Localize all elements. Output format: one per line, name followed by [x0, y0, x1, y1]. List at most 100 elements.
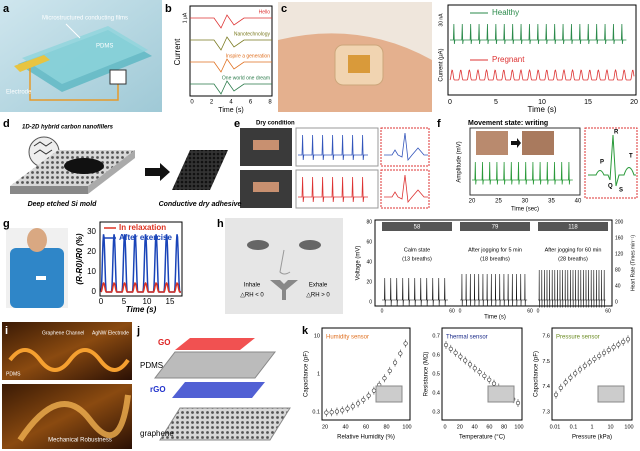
label: After jogging for 60 min	[545, 247, 602, 253]
pdms-layer	[153, 351, 277, 379]
label: GO	[158, 338, 170, 347]
graphene-layer	[159, 407, 291, 441]
trace	[298, 176, 368, 203]
point	[340, 408, 345, 413]
label: Movement state: writing	[468, 120, 548, 127]
tick-label: 8	[268, 100, 272, 106]
label: Mechanical Robustness	[48, 438, 112, 444]
electrode-strip	[14, 55, 50, 72]
ecg-beat	[588, 134, 636, 187]
label: Deep etched Si mold	[28, 201, 98, 208]
point	[345, 406, 350, 411]
trace	[449, 68, 635, 81]
label: Q	[608, 184, 613, 190]
tick-label: 40	[615, 283, 621, 289]
tick-label: 40	[342, 424, 348, 430]
point	[403, 341, 408, 346]
label: Current	[173, 38, 182, 65]
point	[482, 373, 487, 379]
go-layer	[175, 338, 255, 350]
label: (R-R0)/R0 (%)	[75, 233, 84, 284]
tick-label: 7.3	[542, 409, 550, 415]
trace	[190, 36, 272, 51]
tick-label: 10	[87, 267, 96, 276]
tick-label: 0.6	[432, 352, 440, 358]
tick-label: 15	[584, 99, 592, 106]
inset-box	[380, 127, 430, 167]
nanofiller	[33, 141, 53, 155]
point	[366, 393, 371, 398]
plot-frame	[441, 327, 523, 421]
tick-label: 10	[607, 424, 613, 430]
tick-label: 60	[366, 239, 372, 245]
tick-label: 40	[575, 199, 582, 205]
tick-label: 100	[624, 424, 633, 430]
tick-label: 1	[590, 424, 593, 430]
label: Electrode	[6, 90, 32, 96]
tick-label: 80	[383, 424, 389, 430]
point	[448, 346, 453, 351]
tick-label: 80	[366, 219, 372, 225]
label: T	[629, 154, 633, 160]
tick-label: 120	[615, 251, 624, 257]
label: AgNW Electrode	[92, 330, 129, 336]
legend-label: After exercise	[119, 233, 172, 242]
label: Current (μA)	[439, 48, 445, 81]
legend-label: Healthy	[492, 8, 519, 17]
trace	[298, 134, 368, 161]
tick-label: 0	[615, 299, 618, 305]
nose	[279, 249, 291, 275]
tick-label: 60	[449, 308, 455, 314]
tick-label: 200	[615, 219, 624, 225]
device-inset	[375, 385, 403, 403]
tick-label: 20	[469, 199, 476, 205]
label: Thermal sensor	[446, 335, 488, 341]
eye	[247, 240, 269, 250]
tick-label: 0	[92, 287, 97, 296]
tick-label: 0	[381, 308, 384, 314]
head	[27, 228, 47, 252]
label: △RH < 0	[240, 293, 264, 299]
arrow	[65, 23, 81, 39]
panel-letter: e	[234, 118, 240, 130]
label: S	[619, 188, 623, 194]
tick-label: 0.4	[432, 390, 440, 396]
panel-letter: d	[3, 118, 10, 130]
label: Graphene Channel	[42, 330, 84, 336]
point	[355, 401, 361, 406]
point	[597, 353, 602, 359]
rgo-layer	[172, 382, 265, 398]
tick-label: 40	[472, 424, 478, 430]
label: 79	[492, 225, 499, 231]
trace	[382, 277, 448, 306]
wrist	[253, 140, 279, 150]
tick-label: 80	[501, 424, 507, 430]
trace	[538, 269, 606, 308]
trace	[100, 282, 181, 293]
point	[616, 342, 621, 347]
tick-label: 160	[615, 235, 624, 241]
tick-label: 10	[143, 297, 152, 306]
label: Time (s)	[484, 315, 506, 321]
point	[392, 360, 398, 365]
label: Inhale	[244, 283, 261, 289]
tick-label: 0	[537, 308, 540, 314]
point	[463, 358, 468, 363]
tick-label: 7.4	[542, 384, 550, 390]
rate-bar	[382, 222, 452, 231]
label: Conductive dry adhesive	[159, 201, 242, 208]
tick-label: 10	[314, 333, 320, 339]
label: PDMS	[6, 371, 21, 377]
label: (13 breaths)	[402, 256, 432, 262]
point	[621, 339, 626, 344]
point	[568, 375, 573, 380]
tick-label: 0.3	[432, 409, 440, 415]
legend-label: In relaxation	[119, 223, 166, 232]
label: Voltage (mV)	[356, 246, 362, 281]
point	[625, 337, 631, 342]
rate-bar	[460, 222, 530, 231]
label: Heart Rate (Times min⁻¹)	[630, 235, 636, 291]
label: Relative Humidity (%)	[337, 435, 395, 441]
point	[563, 380, 568, 385]
